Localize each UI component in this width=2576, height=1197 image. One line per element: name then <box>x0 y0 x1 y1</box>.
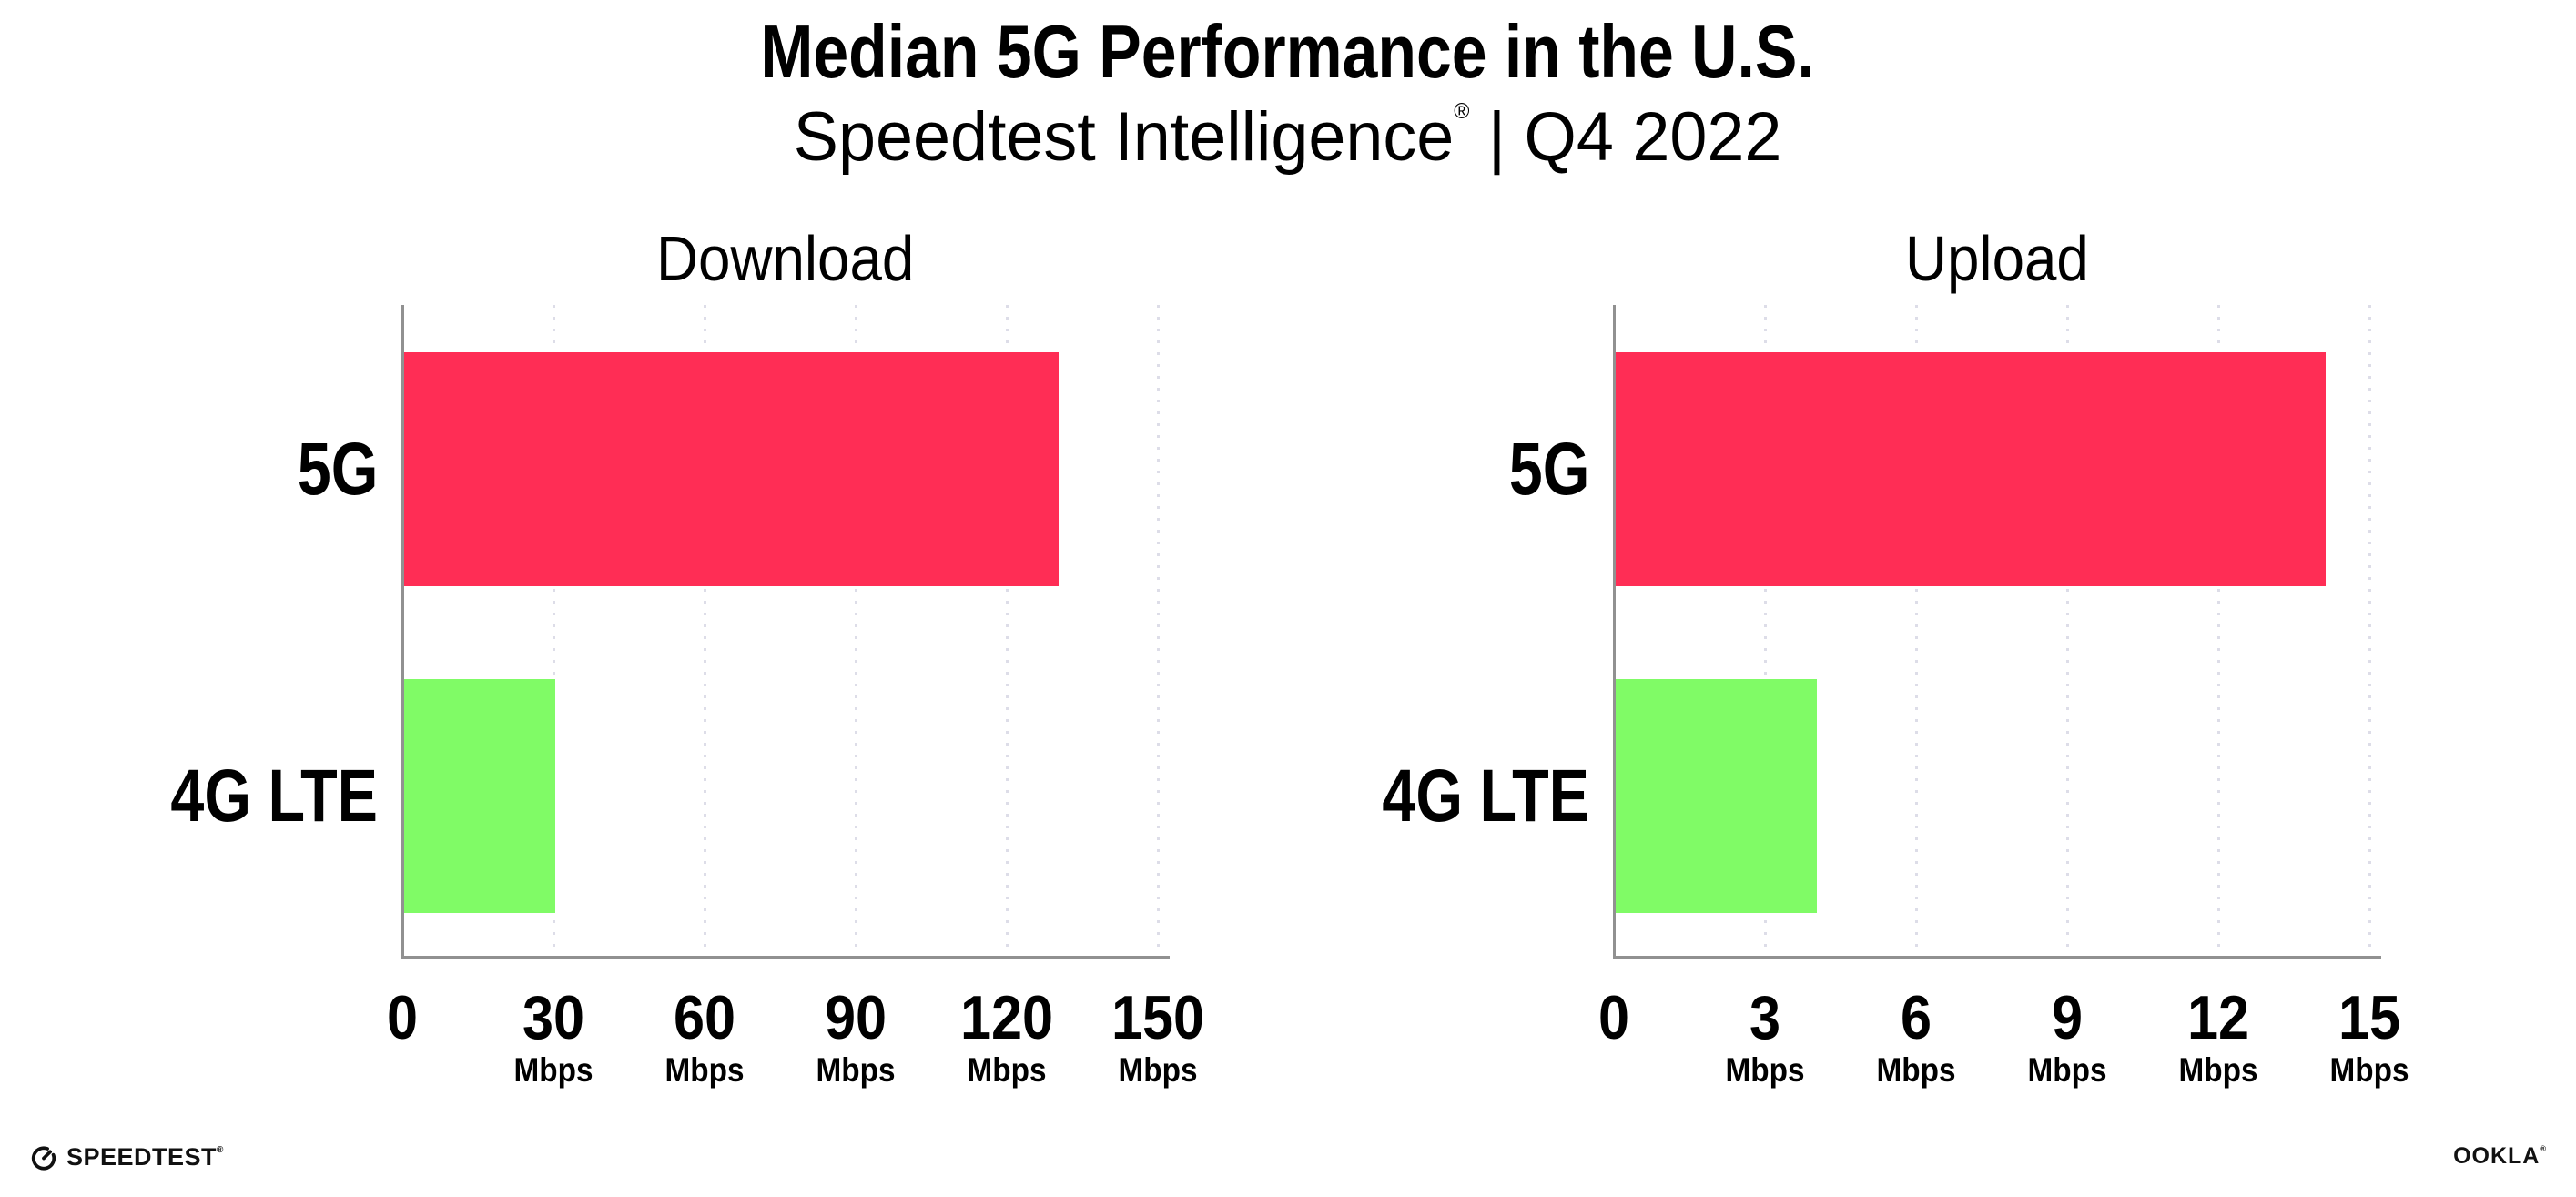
x-tick-number: 90 <box>824 983 887 1052</box>
x-tick-number: 120 <box>959 983 1054 1052</box>
x-tick-number: 15 <box>2338 983 2401 1052</box>
x-tick-unit: Mbps <box>664 1051 745 1089</box>
x-tick-label: 30 Mbps <box>514 987 593 1087</box>
registered-mark-icon: ® <box>217 1144 224 1155</box>
registered-trademark-icon: ® <box>1454 99 1470 124</box>
speedtest-logo: SPEEDTEST® <box>30 1143 224 1171</box>
gridline <box>553 305 555 959</box>
x-tick-number: 30 <box>522 983 585 1052</box>
x-axis-line <box>401 956 1170 959</box>
x-axis-line <box>1613 956 2381 959</box>
x-tick-number: 0 <box>1597 983 1630 1052</box>
gridline <box>2217 305 2220 959</box>
category-label-5g: 5G <box>1508 427 1589 511</box>
x-tick-label: 0 <box>387 987 418 1049</box>
x-tick-unit: Mbps <box>2178 1051 2258 1089</box>
gridline <box>1915 305 1918 959</box>
x-tick-unit: Mbps <box>1118 1051 1198 1089</box>
bar-5g <box>1616 352 2327 586</box>
download-plot: 0 30 Mbps 60 Mbps 90 Mbps 120 Mbps 150 Mbps 5G 4G LT… <box>170 305 1204 1087</box>
x-tick-unit: Mbps <box>816 1051 896 1089</box>
gridline <box>855 305 857 959</box>
x-tick-unit: Mbps <box>513 1051 593 1089</box>
gridline <box>2066 305 2069 959</box>
y-axis-line <box>1613 305 1616 959</box>
x-tick-number: 150 <box>1111 983 1205 1052</box>
x-tick-label: 9 Mbps <box>2028 987 2107 1087</box>
speedtest-logo-text: SPEEDTEST® <box>66 1142 224 1171</box>
subtitle-brand: Speedtest Intelligence <box>794 98 1455 176</box>
ookla-logo: OOKLA® <box>2453 1145 2547 1168</box>
subtitle-period: | Q4 2022 <box>1469 98 1782 176</box>
y-axis-line <box>401 305 404 959</box>
ookla-logo-text: OOKLA <box>2453 1143 2541 1169</box>
bar-4g-lte <box>1616 679 1818 913</box>
x-tick-unit: Mbps <box>1725 1051 1805 1089</box>
page-title: Median 5G Performance in the U.S. <box>0 14 2576 89</box>
gridline <box>1006 305 1009 959</box>
upload-plot: 0 3 Mbps 6 Mbps 9 Mbps 12 Mbps 15 Mbps 5G 4G LTE <box>1382 305 2409 1087</box>
x-tick-label: 90 Mbps <box>816 987 896 1087</box>
x-tick-number: 9 <box>2051 983 2084 1052</box>
registered-mark-icon: ® <box>2540 1144 2547 1153</box>
x-tick-label: 0 <box>1598 987 1629 1049</box>
speedtest-gauge-icon <box>31 1146 56 1171</box>
chart-title-download: Download <box>656 223 915 294</box>
x-tick-label: 120 Mbps <box>960 987 1053 1087</box>
x-tick-label: 12 Mbps <box>2179 987 2258 1087</box>
page-title-text: Median 5G Performance in the U.S. <box>760 9 1816 94</box>
category-label-5g: 5G <box>297 427 378 511</box>
gridline <box>704 305 706 959</box>
x-tick-number: 60 <box>673 983 736 1052</box>
x-tick-number: 6 <box>1900 983 1932 1052</box>
x-tick-label: 15 Mbps <box>2330 987 2409 1087</box>
x-tick-number: 3 <box>1749 983 1781 1052</box>
bar-5g <box>404 352 1060 586</box>
x-tick-number: 12 <box>2186 983 2250 1052</box>
gridline <box>2368 305 2371 959</box>
x-tick-label: 6 Mbps <box>1877 987 1956 1087</box>
gridline <box>1157 305 1160 959</box>
category-label-4g-lte: 4G LTE <box>170 754 378 837</box>
chart-title-upload: Upload <box>1905 223 2089 294</box>
x-tick-label: 60 Mbps <box>665 987 745 1087</box>
x-tick-unit: Mbps <box>1876 1051 1956 1089</box>
x-tick-label: 150 Mbps <box>1111 987 1204 1087</box>
bar-4g-lte <box>404 679 555 913</box>
x-tick-unit: Mbps <box>2027 1051 2107 1089</box>
x-tick-label: 3 Mbps <box>1726 987 1805 1087</box>
x-tick-number: 0 <box>386 983 419 1052</box>
gridline <box>1764 305 1767 959</box>
category-label-4g-lte: 4G LTE <box>1382 754 1589 837</box>
page-subtitle: Speedtest Intelligence® | Q4 2022 <box>0 101 2576 172</box>
x-tick-unit: Mbps <box>2329 1051 2409 1089</box>
x-tick-unit: Mbps <box>967 1051 1047 1089</box>
